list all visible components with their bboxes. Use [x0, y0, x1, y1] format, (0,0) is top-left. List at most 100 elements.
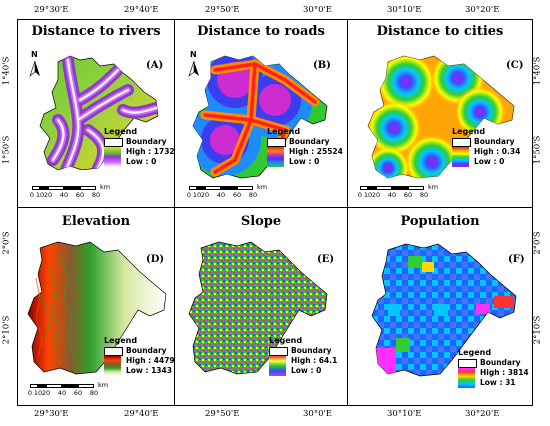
panel-slope: Slope (E) Legend Boundary High : 64.1 Lo…: [175, 208, 347, 405]
legend: Legend Boundary High : 0.34 Low : 0: [452, 127, 520, 167]
legend-title: Legend: [458, 348, 492, 357]
panel-label: (A): [146, 60, 164, 71]
legend-low: Low : 1343: [126, 366, 172, 375]
roads-map: [192, 55, 328, 179]
legend-low: Low : 0: [289, 157, 320, 166]
scale-tick: 0: [186, 191, 192, 199]
legend: Legend Boundary High : 17321 Low : 0: [104, 127, 174, 167]
scale-tick: 80: [89, 389, 99, 397]
scale-tick: 60: [73, 389, 83, 397]
coord-bottom-6: 30°20'E: [465, 409, 500, 419]
panel-title: Distance to cities: [376, 24, 504, 39]
legend-high: High : 17321: [126, 147, 174, 156]
scale-bar: 0 10 20 40 60 80 km: [30, 183, 110, 199]
coord-bottom-3: 29°50'E: [205, 409, 240, 419]
scale-unit: km: [257, 183, 268, 191]
panel-distance-to-cities: Distance to cities (C) Legend Bou: [348, 20, 532, 207]
panel-population: Population (F): [348, 208, 532, 405]
north-arrow-icon: N: [187, 50, 201, 78]
panel-title: Elevation: [61, 214, 131, 229]
legend-high: High : 0.34: [474, 147, 521, 156]
legend-boundary: Boundary: [480, 358, 521, 367]
scale-unit: km: [428, 183, 439, 191]
legend-boundary: Boundary: [289, 137, 330, 146]
legend-high: High : 64.1: [291, 356, 338, 365]
divider-v1: [174, 20, 175, 405]
scale-bar: 0 10 20 40 60 80 km: [186, 183, 267, 199]
divider-h: [18, 207, 532, 208]
scale-tick: 0: [357, 191, 363, 199]
coord-bottom-1: 29°30'E: [34, 409, 69, 419]
coord-top-3: 29°50'E: [205, 5, 240, 15]
coord-top-5: 30°10'E: [387, 5, 422, 15]
legend-boundary: Boundary: [291, 346, 332, 355]
boundary-swatch: [458, 359, 477, 368]
scale-tick: 80: [419, 191, 429, 199]
coord-right-1: 1°40'S: [532, 56, 543, 86]
coord-top-4: 30°0'E: [303, 5, 333, 15]
scale-tick: 20: [43, 191, 53, 199]
legend-title: Legend: [267, 127, 301, 136]
color-ramp: [452, 147, 469, 167]
boundary-swatch: [104, 138, 123, 147]
legend-boundary: Boundary: [126, 137, 167, 146]
scale-tick: 40: [387, 191, 397, 199]
panel-title: Distance to rivers: [31, 24, 161, 39]
coord-top-6: 30°20'E: [465, 5, 500, 15]
scale-tick: 20: [371, 191, 381, 199]
scale-tick: 10: [33, 389, 43, 397]
population-map: [371, 243, 517, 377]
legend-low: Low : 0: [126, 157, 157, 166]
legend-title: Legend: [269, 336, 303, 345]
scale-tick: 40: [216, 191, 226, 199]
cities-map: [367, 55, 515, 179]
panel-title: Population: [400, 214, 480, 229]
panel-label: (B): [313, 60, 331, 71]
legend-boundary: Boundary: [126, 346, 167, 355]
legend-low: Low : 0: [291, 366, 322, 375]
scale-bar: 0 10 20 40 60 80 km: [357, 183, 438, 199]
legend-low: Low : 0: [474, 157, 505, 166]
boundary-swatch: [104, 347, 123, 356]
color-ramp: [104, 356, 121, 376]
scale-tick: 60: [403, 191, 413, 199]
scale-tick: 80: [91, 191, 101, 199]
coord-left-1: 1°40'S: [1, 56, 12, 86]
boundary-swatch: [269, 347, 288, 356]
legend: Legend Boundary High : 25524 Low : 0: [267, 127, 343, 167]
boundary-swatch: [267, 138, 286, 147]
legend-high: High : 4479: [126, 356, 174, 365]
north-letter: N: [190, 50, 197, 59]
coord-right-4: 2°10'S: [532, 315, 543, 345]
legend-high: High : 25524: [289, 147, 343, 156]
coord-left-3: 2°0'S: [1, 231, 12, 255]
scale-tick: 40: [59, 191, 69, 199]
panel-distance-to-roads: Distance to roads (B) N: [175, 20, 347, 207]
boundary-swatch: [452, 138, 471, 147]
scale-tick: 60: [232, 191, 242, 199]
panel-label: (D): [146, 254, 165, 265]
elevation-map: [27, 241, 167, 375]
scale-tick: 40: [57, 389, 67, 397]
coord-top-2: 29°40'E: [124, 5, 159, 15]
coord-bottom-4: 30°0'E: [303, 409, 333, 419]
scale-tick: 10: [35, 191, 45, 199]
panel-label: (C): [506, 60, 524, 71]
coord-right-2: 1°50'S: [532, 135, 543, 165]
panel-label: (F): [508, 254, 525, 265]
scale-tick: 20: [41, 389, 51, 397]
scale-tick: 80: [248, 191, 258, 199]
coord-left-4: 2°10'S: [1, 315, 12, 345]
panel-distance-to-rivers: Distance to rivers (A) N: [18, 20, 174, 207]
scale-tick: 10: [363, 191, 373, 199]
coord-left-2: 1°50'S: [1, 135, 12, 165]
legend-boundary: Boundary: [474, 137, 515, 146]
divider-v2: [347, 20, 348, 405]
legend: Legend Boundary High : 4479 Low : 1343: [104, 336, 174, 376]
legend: Legend Boundary High : 64.1 Low : 0: [269, 336, 337, 376]
legend-title: Legend: [452, 127, 486, 136]
coord-bottom-5: 30°10'E: [387, 409, 422, 419]
color-ramp: [269, 356, 286, 376]
panel-label: (E): [317, 254, 335, 265]
scale-tick: 0: [27, 389, 33, 397]
